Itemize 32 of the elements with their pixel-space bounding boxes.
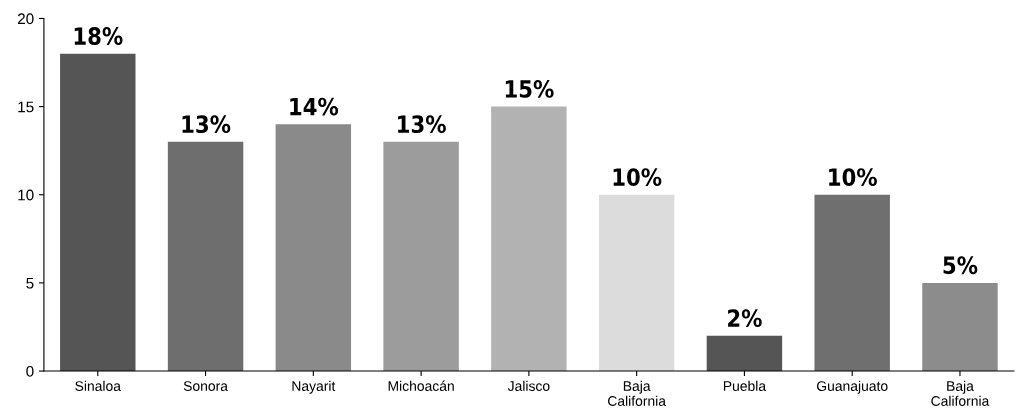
bar <box>598 194 675 372</box>
y-tick-label: 10 <box>18 189 34 201</box>
x-tick-label: Baja California <box>608 380 666 406</box>
bar <box>383 141 459 372</box>
bar <box>814 194 890 372</box>
x-tick-label: Sonora <box>183 381 228 391</box>
y-tick-label: 20 <box>17 13 34 25</box>
x-tick-label: Michoacán <box>388 380 454 391</box>
data-label: 13% <box>398 115 446 134</box>
data-label: 13% <box>182 115 231 134</box>
y-tick-label: 0 <box>26 365 34 377</box>
data-label: 5% <box>943 256 978 275</box>
y-tick-label: 15 <box>18 101 34 113</box>
data-label: 15% <box>505 80 554 98</box>
x-tick-label: Nayarit <box>292 380 336 394</box>
bar <box>922 282 998 372</box>
x-tick-label: Guanajuato <box>816 380 888 394</box>
x-tick-label: Puebla <box>723 380 767 391</box>
data-label: 10% <box>829 168 877 187</box>
bar <box>491 106 567 372</box>
x-tick-label: Baja California <box>931 380 990 406</box>
data-label: 14% <box>290 97 339 116</box>
bar <box>706 335 783 372</box>
bar <box>60 53 136 372</box>
bar <box>275 124 352 372</box>
x-tick-label: Jalisco <box>507 380 550 391</box>
data-label: 2% <box>728 309 762 328</box>
y-tick-label: 5 <box>26 277 34 289</box>
data-label: 18% <box>74 27 123 45</box>
x-tick-label: Sinaloa <box>75 380 121 391</box>
bar <box>167 141 244 372</box>
data-label: 10% <box>613 168 662 187</box>
